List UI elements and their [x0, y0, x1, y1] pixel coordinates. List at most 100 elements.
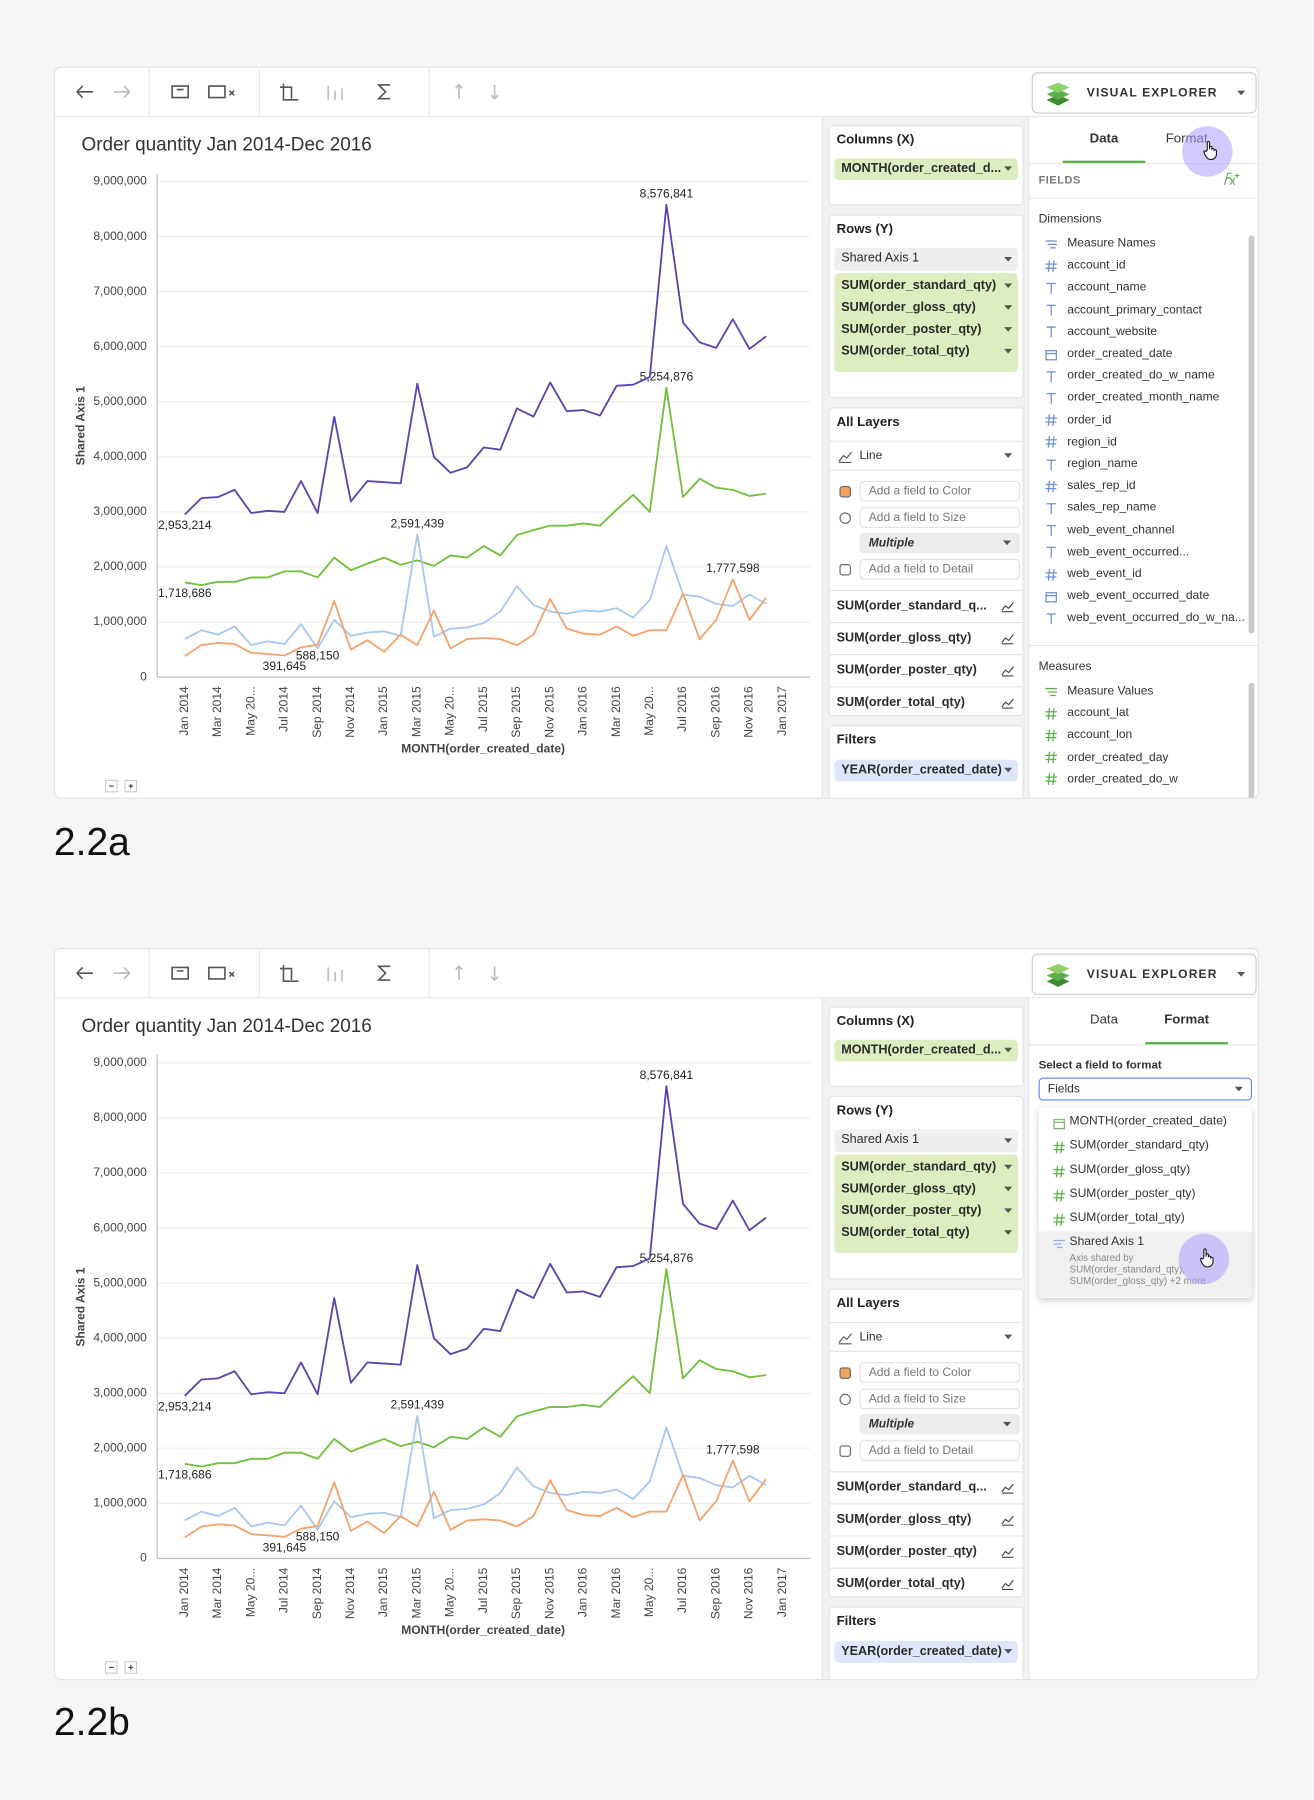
pill[interactable]: SUM(order_poster_qty) [834, 319, 1018, 341]
icon-shape [1053, 1141, 1065, 1153]
field-item[interactable]: account_name [1067, 280, 1147, 295]
series-line [184, 578, 767, 657]
tab[interactable]: Data [1090, 1013, 1118, 1028]
toolbar-icon [76, 85, 93, 99]
encoding-slot[interactable]: Add a field to Size [859, 1388, 1021, 1410]
menu-option[interactable]: SUM(order_total_qty) [1069, 1210, 1185, 1225]
field-item[interactable]: order_created_do_w_name [1067, 368, 1215, 383]
icon-shape [1053, 1118, 1066, 1129]
field-icon [1053, 1189, 1065, 1202]
axis-row[interactable]: Shared Axis 1 [834, 247, 1018, 271]
mark-select[interactable]: Line [829, 1322, 1023, 1352]
field-item[interactable]: sales_rep_id [1067, 478, 1136, 493]
menu-option[interactable]: SUM(order_poster_qty) [1069, 1186, 1196, 1201]
pill[interactable]: MONTH(order_created_d... [834, 158, 1018, 181]
field-item[interactable]: order_created_date [1067, 346, 1173, 361]
encoding-slot[interactable]: Multiple [859, 532, 1021, 554]
pill[interactable]: SUM(order_gloss_qty) [834, 1179, 1018, 1201]
field-item[interactable]: account_lat [1067, 705, 1129, 720]
tab-underline [1145, 1042, 1228, 1045]
x-tick-label: May 20... [443, 1568, 457, 1617]
caret [1004, 1186, 1013, 1192]
layer-icon [1001, 1579, 1014, 1590]
field-item[interactable]: web_event_id [1067, 566, 1142, 581]
encoding-slot[interactable]: Add a field to Color [859, 1362, 1021, 1383]
icon-shape [1045, 707, 1057, 720]
field-select[interactable]: Fields [1038, 1077, 1253, 1101]
tab[interactable]: Format [1164, 1013, 1209, 1028]
x-tick-label: Jan 2017 [775, 1567, 789, 1617]
layer-item[interactable]: SUM(order_total_qty) [829, 1567, 1023, 1600]
field-item[interactable]: Measure Names [1067, 236, 1156, 251]
y-tick-label: 1,000,000 [93, 614, 147, 628]
layer-item[interactable]: SUM(order_poster_qty) [829, 654, 1023, 686]
layer-item[interactable]: SUM(order_gloss_qty) [829, 1503, 1023, 1535]
field-item[interactable]: account_id [1067, 258, 1126, 273]
data-label: 5,254,876 [640, 1251, 694, 1265]
field-item[interactable]: order_id [1067, 412, 1112, 427]
menu-option[interactable]: Shared Axis 1 [1069, 1234, 1144, 1249]
menu-option[interactable]: SUM(order_standard_qty) [1069, 1138, 1209, 1153]
encoding-slot[interactable]: Add a field to Color [859, 480, 1021, 502]
x-tick-label: Jan 2014 [177, 1567, 191, 1617]
field-icon [1045, 480, 1057, 493]
pill[interactable]: SUM(order_gloss_qty) [834, 297, 1018, 319]
field-icon [1045, 414, 1057, 426]
pill[interactable]: SUM(order_standard_qty) [834, 275, 1018, 297]
layer-item[interactable]: SUM(order_standard_q... [829, 1471, 1023, 1503]
layer-item[interactable]: SUM(order_standard_q... [829, 589, 1023, 622]
pill[interactable]: SUM(order_total_qty) [834, 341, 1018, 363]
layer-item[interactable]: SUM(order_poster_qty) [829, 1535, 1023, 1567]
field-item[interactable]: account_primary_contact [1067, 302, 1202, 317]
caret-shape [1004, 1208, 1013, 1214]
encoding-slot[interactable]: Add a field to Size [859, 507, 1021, 528]
toolbar-icon [113, 85, 131, 99]
field-item[interactable]: web_event_occurred_date [1067, 588, 1210, 603]
field-item[interactable]: Measure Values [1067, 683, 1154, 698]
layer-item[interactable]: SUM(order_gloss_qty) [829, 621, 1023, 654]
encoding-icon-shape [839, 486, 851, 498]
layer-icon-shape [1001, 1547, 1014, 1558]
field-item[interactable]: region_id [1067, 434, 1117, 449]
encoding-slot[interactable]: Add a field to Detail [859, 1440, 1021, 1461]
pill[interactable]: SUM(order_standard_qty) [834, 1157, 1018, 1179]
product-switcher[interactable]: VISUAL EXPLORER [1031, 72, 1257, 114]
layer-item[interactable]: SUM(order_total_qty) [829, 686, 1023, 718]
field-item[interactable]: account_website [1067, 324, 1158, 339]
field-item[interactable]: web_event_occurred_do_w_na... [1067, 610, 1245, 625]
field-item[interactable]: order_created_month_name [1067, 390, 1220, 405]
axis-row[interactable]: Shared Axis 1 [834, 1129, 1018, 1153]
field-item[interactable]: account_lon [1067, 728, 1133, 742]
pill[interactable]: SUM(order_total_qty) [834, 1222, 1018, 1244]
pill[interactable]: SUM(order_poster_qty) [834, 1200, 1018, 1222]
mark-icon-shape [838, 451, 852, 464]
encoding-slot[interactable]: Multiple [859, 1413, 1021, 1435]
x-tick-label: Jan 2015 [376, 1567, 390, 1617]
encoding-slot[interactable]: Add a field to Detail [859, 558, 1021, 580]
product-switcher[interactable]: VISUAL EXPLORER [1031, 953, 1257, 995]
pill[interactable]: YEAR(order_created_date) [834, 1641, 1018, 1663]
caret-shape [1004, 1230, 1013, 1235]
pill[interactable]: MONTH(order_created_d... [834, 1039, 1018, 1062]
field-item[interactable]: web_event_occurred... [1067, 544, 1190, 559]
tab[interactable]: Data [1089, 131, 1119, 146]
menu-option[interactable]: MONTH(order_created_date) [1069, 1114, 1227, 1129]
toolbar-icon [280, 83, 299, 101]
shelf-title: All Layers [836, 1296, 900, 1311]
field-item[interactable]: region_name [1067, 456, 1138, 471]
field-item[interactable]: sales_rep_name [1067, 500, 1157, 515]
caret [1004, 327, 1013, 332]
caret-shape [1004, 1186, 1013, 1192]
field-item[interactable]: order_created_do_w [1067, 772, 1178, 786]
field-icon [1053, 1239, 1065, 1248]
shelf-title: All Layers [836, 415, 900, 430]
menu-option[interactable]: SUM(order_gloss_qty) [1069, 1162, 1191, 1177]
shelf: Columns (X) MONTH(order_created_d... [828, 125, 1024, 206]
scrollbar [1248, 235, 1255, 634]
x-tick-label: May 20... [243, 686, 257, 735]
field-item[interactable]: web_event_channel [1067, 522, 1175, 537]
pill[interactable]: YEAR(order_created_date) [834, 759, 1018, 782]
field-item[interactable]: order_created_day [1067, 750, 1169, 764]
mark-select[interactable]: Line [829, 440, 1023, 471]
caret-shape [1004, 1138, 1013, 1144]
